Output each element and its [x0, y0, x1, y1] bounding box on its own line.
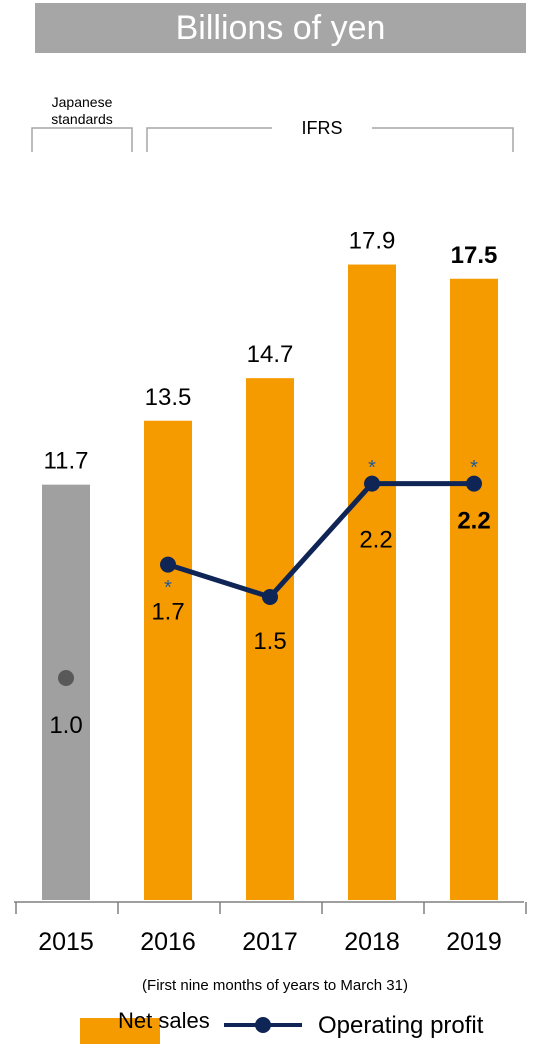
asterisk-mark: * — [368, 457, 376, 479]
operating-profit-point — [262, 589, 278, 605]
legend-operating-profit-marker — [224, 1017, 302, 1033]
bar-value-label: 14.7 — [247, 341, 294, 368]
operating-profit-value-label: 1.5 — [253, 628, 286, 655]
legend-operating-profit-label: Operating profit — [318, 1012, 484, 1039]
x-tick-label: 2018 — [344, 928, 400, 956]
bar-value-label: 11.7 — [44, 448, 89, 475]
bar-net-sales — [246, 378, 294, 900]
operating-profit-point — [160, 556, 176, 573]
operating-profit-value-label: 1.0 — [49, 712, 82, 739]
group-label-japanese-line1: Japanese — [52, 94, 113, 110]
bar-net-sales — [42, 484, 90, 900]
bar-net-sales — [450, 278, 498, 900]
bracket-japanese-standards — [31, 127, 133, 152]
title-banner: Billions of yen — [35, 3, 526, 53]
x-tick-label: 2019 — [446, 928, 502, 956]
operating-profit-value-label: 1.7 — [151, 599, 184, 626]
operating-profit-point — [58, 670, 74, 686]
bracket-ifrs — [146, 127, 514, 152]
chart-title: Billions of yen — [175, 9, 386, 47]
legend-net-sales-label: Net sales — [118, 1008, 210, 1033]
bar-net-sales — [144, 420, 192, 900]
legend-net-sales-swatch — [80, 1018, 160, 1044]
asterisk-mark: * — [470, 457, 478, 479]
bar-value-label: 17.9 — [349, 228, 396, 255]
asterisk-mark: * — [164, 577, 172, 599]
x-tick-label: 2017 — [242, 928, 298, 956]
bar-value-label: 13.5 — [145, 384, 192, 411]
operating-profit-line — [167, 481, 474, 600]
group-label-ifrs: IFRS — [301, 118, 342, 138]
operating-profit-point — [466, 475, 482, 492]
x-tick-label: 2016 — [140, 928, 196, 956]
group-label-japanese-line2: standards — [51, 111, 112, 127]
operating-profit-value-label: 2.2 — [359, 527, 392, 554]
bar-value-label: 17.5 — [451, 242, 498, 269]
operating-profit-point — [364, 475, 380, 492]
x-axis-note: (First nine months of years to March 31) — [142, 977, 408, 994]
bar-net-sales — [348, 264, 396, 900]
x-tick-label: 2015 — [38, 928, 94, 956]
operating-profit-value-label: 2.2 — [457, 508, 490, 535]
